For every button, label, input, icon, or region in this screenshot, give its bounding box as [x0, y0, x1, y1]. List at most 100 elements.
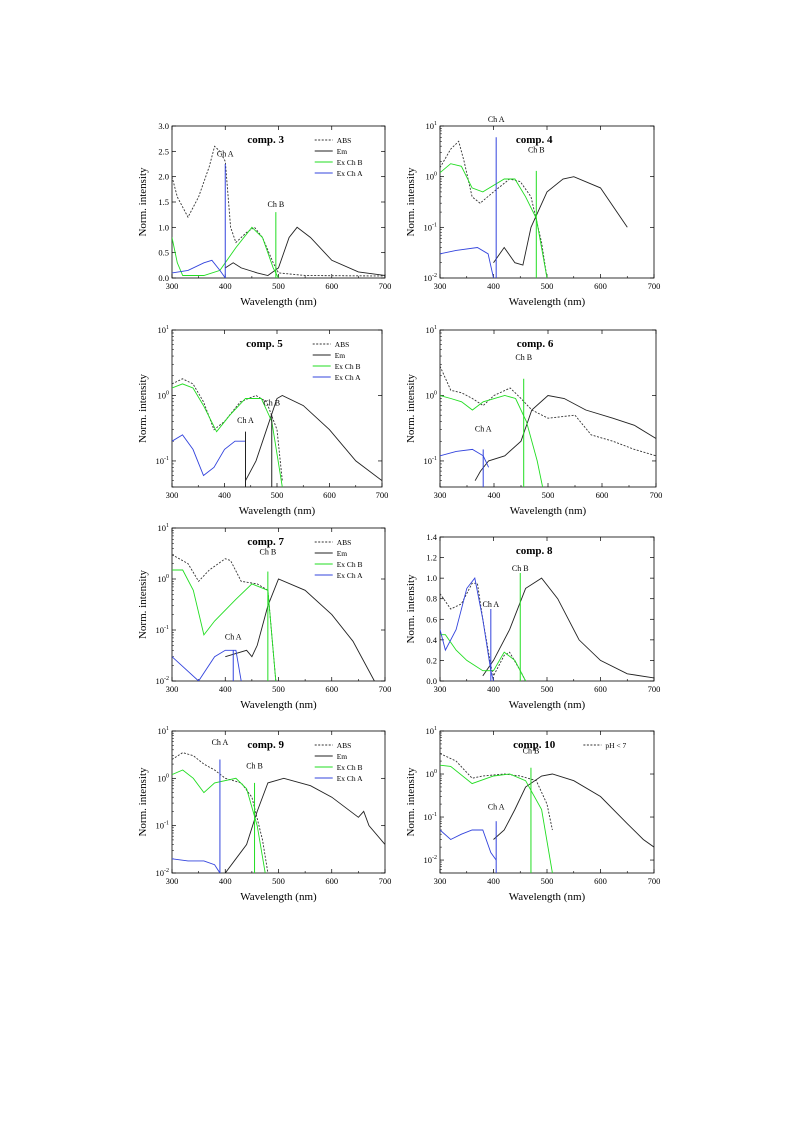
series-line-ex-ch-b: [172, 226, 279, 278]
x-tick-label: 500: [272, 684, 285, 694]
y-tick-label: 10-2: [424, 273, 438, 283]
series-line-ex-ch-b: [440, 163, 548, 278]
x-tick-label: 400: [219, 684, 232, 694]
series-line-ex-ch-a: [440, 448, 490, 468]
x-axis-label: Wavelength (nm): [510, 505, 587, 517]
channel-label: Ch A: [212, 738, 229, 747]
plot-frame: [439, 125, 655, 279]
y-tick-label: 100: [426, 172, 438, 182]
series-line-abs: [440, 366, 656, 457]
y-tick-label: 100: [426, 769, 438, 779]
x-tick-label: 600: [325, 876, 338, 886]
series-line-abs: [440, 140, 548, 278]
series-group: [172, 554, 375, 681]
legend-label: Em: [337, 549, 348, 558]
y-tick-label: 1.4: [426, 532, 437, 542]
series-group: [440, 573, 654, 681]
y-tick-label: 101: [158, 523, 170, 533]
channel-label: Ch B: [515, 353, 532, 362]
x-tick-label: 600: [325, 281, 338, 291]
y-axis-label: Norm. intensity: [137, 373, 149, 443]
y-tick-label: 100: [158, 390, 170, 400]
x-axis-label: Wavelength (nm): [239, 505, 316, 517]
y-axis-label: Norm. intensity: [405, 574, 417, 644]
y-axis-label: Norm. intensity: [137, 167, 149, 237]
channel-label: Ch B: [263, 399, 280, 408]
x-tick-label: 600: [323, 490, 336, 500]
series-line-abs: [172, 378, 283, 481]
x-tick-label: 700: [379, 281, 392, 291]
x-tick-label: 400: [487, 684, 500, 694]
series-line-em: [482, 577, 654, 679]
channel-label: Ch A: [237, 416, 254, 425]
x-tick-label: 400: [487, 281, 500, 291]
x-tick-label: 500: [542, 490, 555, 500]
y-tick-label: 10-2: [424, 855, 438, 865]
x-tick-label: 600: [594, 281, 607, 291]
x-tick-label: 500: [271, 490, 284, 500]
y-tick-label: 10-1: [424, 456, 438, 466]
series-group: [440, 753, 654, 873]
x-tick-label: 500: [541, 281, 554, 291]
series-line-em: [493, 773, 654, 848]
series-group: [172, 752, 385, 873]
y-tick-label: 2.0: [158, 172, 169, 182]
series-line-ex-ch-a: [172, 858, 221, 873]
x-tick-label: 700: [379, 876, 392, 886]
channel-label: Ch B: [512, 564, 529, 573]
panel-1: 300 400 500 600 700 0.0 0.5 1.0 1.5 2.0 2.5 3.0 Wave…: [137, 121, 391, 308]
series-line-abs: [172, 145, 385, 277]
y-tick-label: 101: [158, 325, 170, 335]
series-line-ex-ch-a: [440, 247, 494, 278]
x-tick-label: 700: [379, 684, 392, 694]
y-tick-label: 10-1: [156, 625, 170, 635]
panel-3: 300 400 500 600 700 10-1 100 101 Wavelength (nm)…: [137, 325, 388, 517]
panel-title: comp. 5: [246, 338, 283, 350]
panel-8: 300 400 500 600 700 10-2 10-1 100 101 Wavelength …: [405, 726, 660, 903]
x-tick-label: 700: [648, 876, 661, 886]
series-line-abs: [440, 582, 527, 681]
y-tick-label: 101: [158, 726, 170, 736]
channel-label: Ch B: [246, 762, 263, 771]
x-tick-label: 300: [434, 684, 447, 694]
panel-title: comp. 3: [247, 134, 284, 146]
series-group: [172, 145, 385, 278]
panel-7: 300 400 500 600 700 10-2 10-1 100 101 Wavelength …: [137, 726, 391, 903]
plot-frame: [439, 730, 655, 874]
channel-label: Ch B: [268, 200, 285, 209]
panel-4: 300 400 500 600 700 10-1 100 101 Wavelength (nm)…: [405, 325, 662, 517]
series-group: [440, 366, 656, 487]
x-axis-label: Wavelength (nm): [509, 699, 586, 711]
y-tick-label: 10-2: [156, 868, 170, 878]
x-axis-label: Wavelength (nm): [509, 891, 586, 903]
legend-label: Ex Ch A: [335, 373, 361, 382]
series-line-ex-ch-b: [172, 569, 277, 681]
panel-title: comp. 4: [516, 134, 553, 146]
x-tick-label: 300: [166, 876, 179, 886]
panel-title: comp. 7: [247, 536, 284, 548]
x-axis-label: Wavelength (nm): [240, 699, 317, 711]
series-line-ex-ch-a: [172, 259, 226, 278]
y-tick-label: 101: [426, 121, 438, 131]
x-tick-label: 400: [219, 876, 232, 886]
plot-frame: [171, 329, 383, 488]
panel-5: 300 400 500 600 700 10-2 10-1 100 101 Wavelength …: [137, 523, 391, 711]
legend-label: Ex Ch A: [337, 571, 363, 580]
x-axis-label: Wavelength (nm): [509, 296, 586, 308]
legend-label: Em: [337, 147, 348, 156]
channel-label: Ch A: [488, 802, 505, 811]
series-line-em: [225, 226, 385, 276]
x-tick-label: 700: [376, 490, 389, 500]
x-tick-label: 500: [541, 684, 554, 694]
panel-6: 300 400 500 600 700 0.0 0.2 0.4 0.6 0.8 1.0 1.2 1.4 W…: [405, 532, 660, 711]
series-line-ex-ch-b: [440, 634, 526, 681]
x-tick-label: 600: [596, 490, 609, 500]
y-tick-label: 10-1: [424, 222, 438, 232]
y-tick-label: 0.8: [426, 594, 437, 604]
legend-label: Ex Ch A: [337, 774, 363, 783]
y-axis-label: Norm. intensity: [137, 767, 149, 837]
y-tick-label: 1.5: [158, 197, 169, 207]
x-tick-label: 700: [650, 490, 663, 500]
panel-2: 300 400 500 600 700 10-2 10-1 100 101 Wavelength …: [405, 115, 660, 308]
